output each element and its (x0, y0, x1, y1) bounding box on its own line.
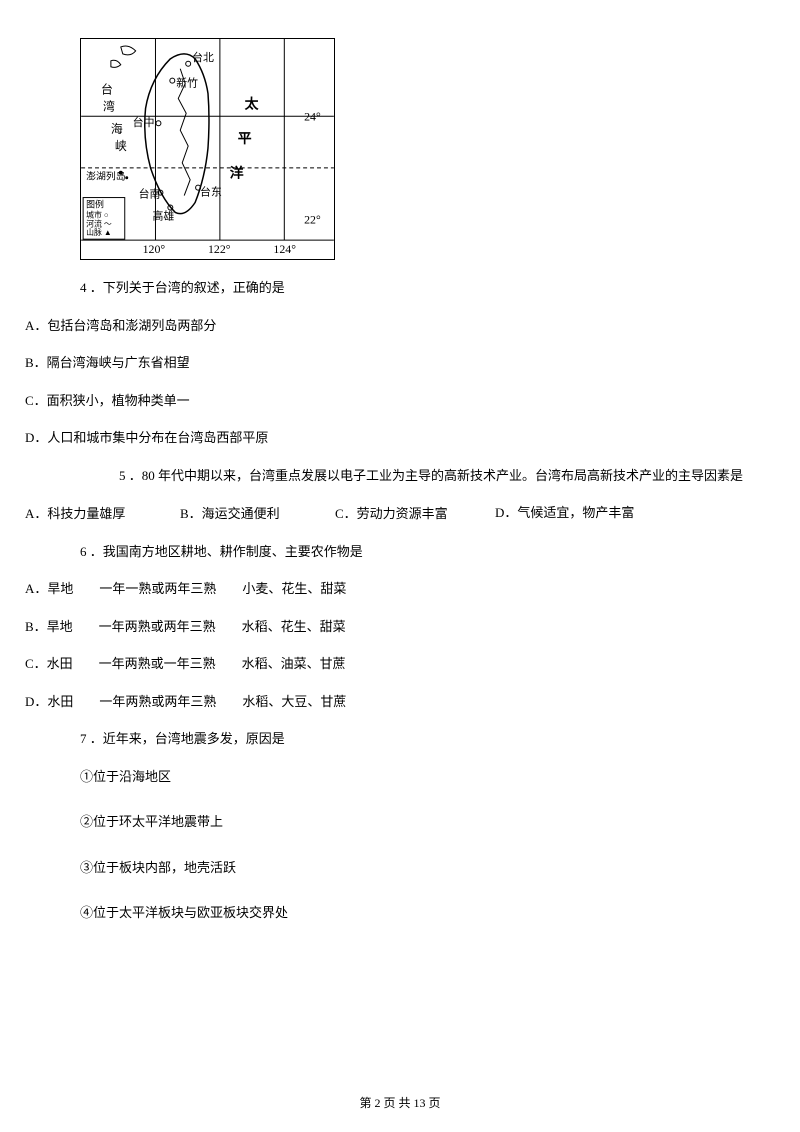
svg-text:22°: 22° (304, 212, 321, 226)
svg-text:城市 ○: 城市 ○ (86, 209, 109, 219)
q5-options: A．科技力量雄厚 B．海运交通便利 C．劳动力资源丰富 D．气候适宜，物产丰富 (25, 503, 775, 524)
q6-option-c: C．水田 一年两熟或一年三熟 水稻、油菜、甘蔗 (25, 654, 775, 674)
svg-text:台东: 台东 (200, 185, 222, 199)
svg-text:新竹: 新竹 (176, 76, 198, 90)
q5-option-d: D．气候适宜，物产丰富 (495, 503, 665, 524)
q4-option-a: A．包括台湾岛和澎湖列岛两部分 (25, 316, 775, 336)
q5-option-b: B．海运交通便利 (180, 504, 335, 524)
q4-option-c: C．面积狭小，植物种类单一 (25, 391, 775, 411)
svg-text:120°: 120° (143, 242, 166, 256)
svg-text:台南: 台南 (139, 187, 161, 201)
q6-option-b: B．旱地 一年两熟或两年三熟 水稻、花生、甜菜 (25, 617, 775, 637)
svg-text:澎湖列岛: 澎湖列岛 (86, 170, 126, 183)
svg-text:124°: 124° (273, 242, 296, 256)
q6-stem: 6 ．我国南方地区耕地、耕作制度、主要农作物是 (80, 542, 775, 562)
q5-option-c: C．劳动力资源丰富 (335, 504, 495, 524)
q7-reasons: ①位于沿海地区 ②位于环太平洋地震带上 ③位于板块内部，地壳活跃 ④位于太平洋板… (80, 767, 775, 923)
q7-reason-1: ①位于沿海地区 (80, 767, 775, 787)
taiwan-map-figure: 台北 新竹 台中 台南 高雄 台东 台 湾 海 峡 太 平 洋 澎湖列岛 24°… (80, 38, 335, 260)
q6-option-d: D．水田 一年两熟或两年三熟 水稻、大豆、甘蔗 (25, 692, 775, 712)
svg-text:峡: 峡 (115, 139, 127, 153)
page-footer: 第 2 页 共 13 页 (0, 1094, 800, 1112)
q5-stem: 5 ．80 年代中期以来，台湾重点发展以电子工业为主导的高新技术产业。台湾布局高… (80, 466, 765, 486)
q5-stem-text: 5 ．80 年代中期以来，台湾重点发展以电子工业为主导的高新技术产业。台湾布局高… (119, 468, 743, 483)
svg-text:台北: 台北 (192, 50, 214, 64)
q5-option-a: A．科技力量雄厚 (25, 504, 180, 524)
svg-text:24°: 24° (304, 109, 321, 123)
svg-text:122°: 122° (208, 242, 231, 256)
q7-reason-2: ②位于环太平洋地震带上 (80, 812, 775, 832)
map-svg: 台北 新竹 台中 台南 高雄 台东 台 湾 海 峡 太 平 洋 澎湖列岛 24°… (81, 39, 334, 259)
q7-reason-4: ④位于太平洋板块与欧亚板块交界处 (80, 903, 775, 923)
svg-text:图例: 图例 (86, 198, 104, 209)
q4-stem: 4 ．下列关于台湾的叙述，正确的是 (80, 278, 775, 298)
q7-reason-3: ③位于板块内部，地壳活跃 (80, 858, 775, 878)
svg-text:高雄: 高雄 (153, 208, 175, 222)
svg-text:洋: 洋 (230, 165, 244, 182)
q4-options: A．包括台湾岛和澎湖列岛两部分 B．隔台湾海峡与广东省相望 C．面积狭小，植物种… (25, 316, 775, 448)
svg-text:太: 太 (244, 95, 259, 112)
q6-options: A．旱地 一年一熟或两年三熟 小麦、花生、甜菜 B．旱地 一年两熟或两年三熟 水… (25, 579, 775, 711)
svg-text:湾: 湾 (103, 99, 115, 113)
q6-option-a: A．旱地 一年一熟或两年三熟 小麦、花生、甜菜 (25, 579, 775, 599)
q7-stem: 7 ．近年来，台湾地震多发，原因是 (80, 729, 775, 749)
svg-text:山脉 ▲: 山脉 ▲ (86, 227, 112, 237)
q4-option-b: B．隔台湾海峡与广东省相望 (25, 353, 775, 373)
svg-text:台中: 台中 (133, 115, 155, 129)
svg-text:平: 平 (238, 131, 252, 147)
svg-text:河流 ～: 河流 ～ (86, 218, 112, 228)
svg-text:台: 台 (101, 83, 113, 97)
svg-text:海: 海 (111, 122, 123, 136)
q4-option-d: D．人口和城市集中分布在台湾岛西部平原 (25, 428, 775, 448)
